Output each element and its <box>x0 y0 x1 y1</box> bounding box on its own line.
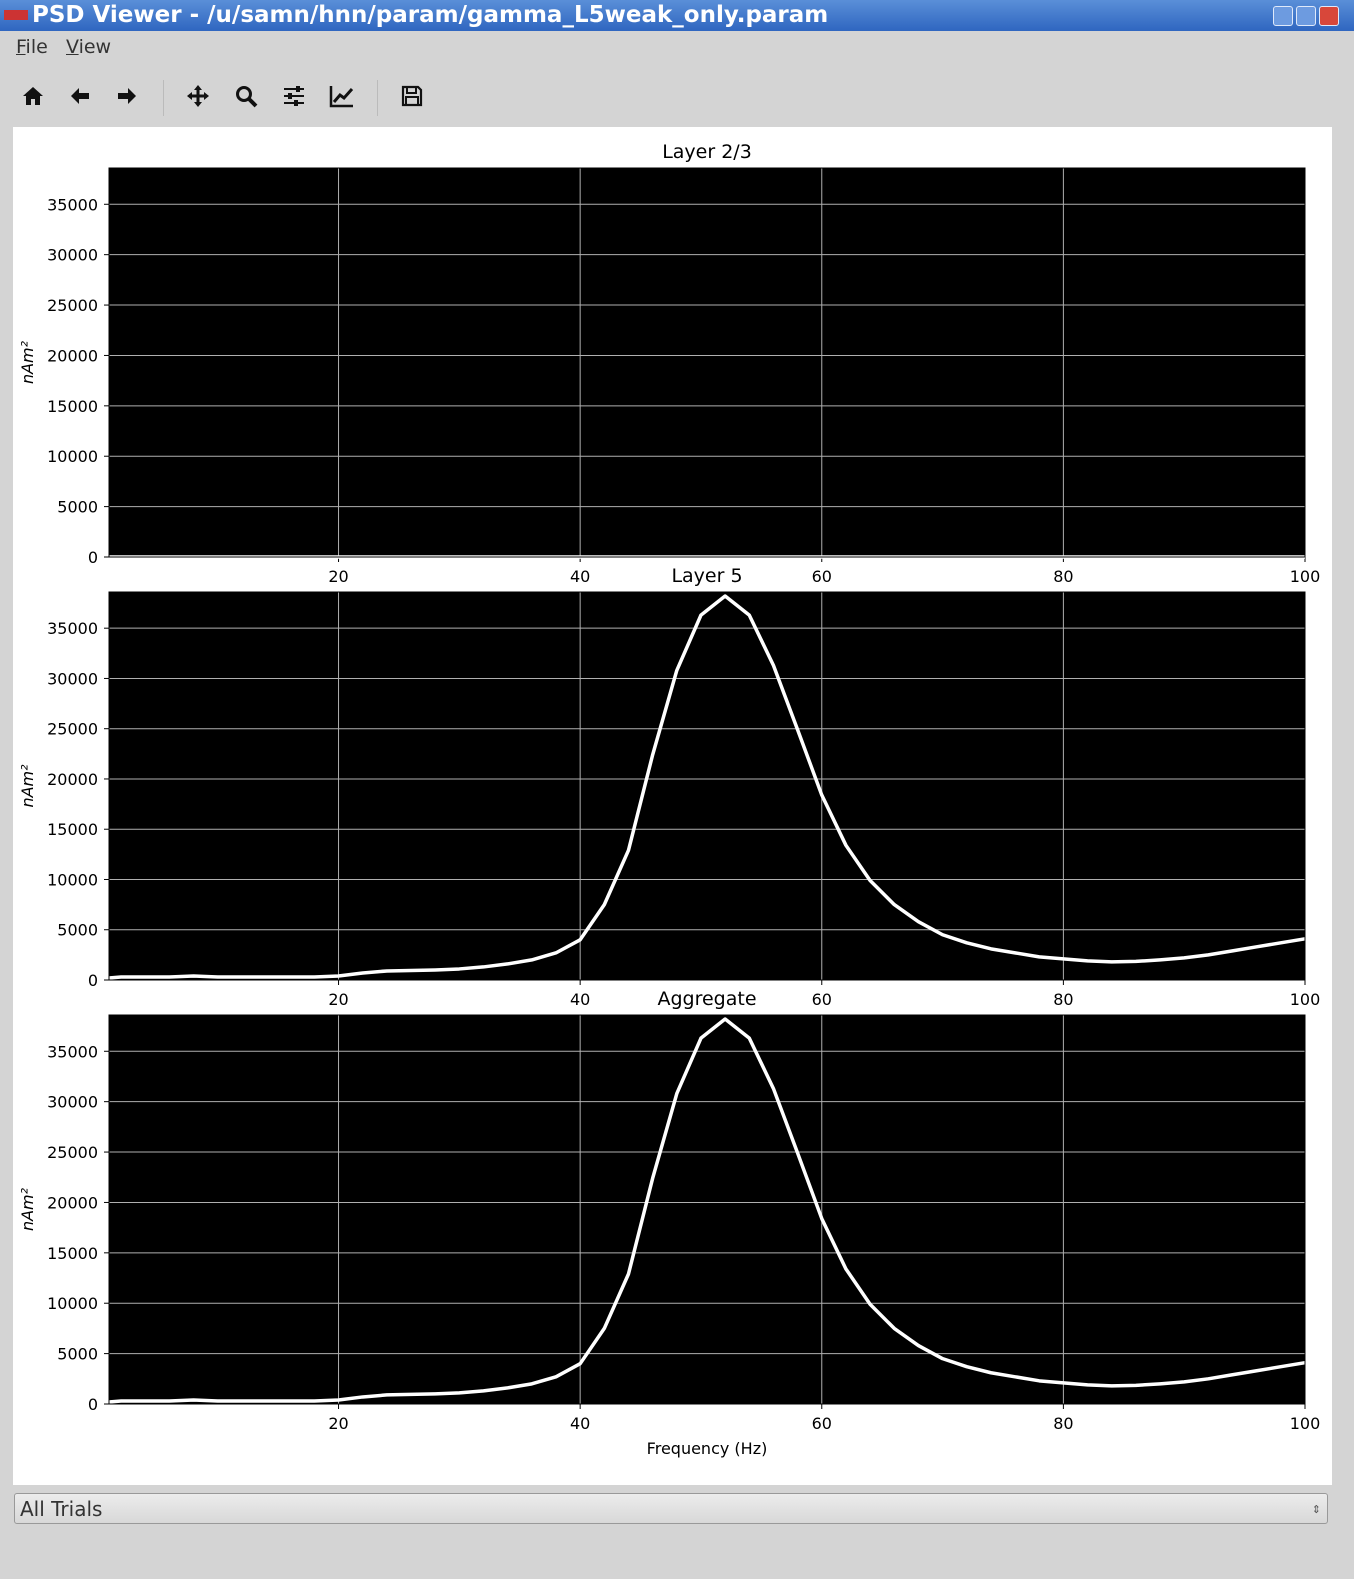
y-axis-label: nAm² <box>18 340 37 384</box>
x-tick-label: 100 <box>1290 990 1321 1009</box>
app-icon <box>4 10 28 20</box>
y-tick-label: 15000 <box>47 397 98 416</box>
plot-area <box>109 1015 1305 1404</box>
y-tick-label: 5000 <box>57 921 98 940</box>
y-tick-label: 10000 <box>47 447 98 466</box>
status-bar <box>0 1533 1354 1579</box>
back-button[interactable] <box>68 84 92 108</box>
x-tick-label: 100 <box>1290 1414 1321 1433</box>
dropdown-arrow: ⇕ <box>1311 1503 1321 1516</box>
window-title: PSD Viewer - /u/samn/hnn/param/gamma_L5w… <box>32 2 829 28</box>
y-tick-label: 0 <box>88 1395 98 1414</box>
x-tick-label: 20 <box>328 567 348 586</box>
home-button[interactable] <box>21 84 45 108</box>
x-tick-label: 80 <box>1053 1414 1073 1433</box>
x-tick-label: 40 <box>570 990 590 1009</box>
chart-title: Layer 5 <box>671 565 742 587</box>
y-tick-label: 5000 <box>57 1345 98 1364</box>
y-tick-label: 35000 <box>47 1042 98 1061</box>
save-button[interactable] <box>400 84 424 108</box>
y-tick-label: 20000 <box>47 770 98 789</box>
close-button[interactable] <box>1319 6 1339 26</box>
title-bar: PSD Viewer - /u/samn/hnn/param/gamma_L5w… <box>0 0 1354 31</box>
menu-item[interactable]: View <box>66 36 112 58</box>
minimize-button[interactable] <box>1273 6 1293 26</box>
y-tick-label: 0 <box>88 971 98 990</box>
menu-item[interactable]: File <box>16 36 48 58</box>
forward-button[interactable] <box>115 84 139 108</box>
x-tick-label: 20 <box>328 1414 348 1433</box>
plot-frame <box>108 1014 1306 1405</box>
y-tick-label: 0 <box>88 548 98 567</box>
plot-frame <box>108 591 1306 981</box>
menu-bar: File View <box>0 31 1354 63</box>
plot-area <box>109 168 1305 557</box>
y-tick-label: 35000 <box>47 195 98 214</box>
pan-button[interactable] <box>186 84 210 108</box>
x-tick-label: 40 <box>570 1414 590 1433</box>
y-tick-label: 20000 <box>47 346 98 365</box>
y-tick-label: 30000 <box>47 1093 98 1112</box>
psd-line <box>108 1017 1306 1404</box>
separator <box>163 80 164 116</box>
axes-button[interactable] <box>329 84 355 108</box>
y-tick-label: 10000 <box>47 870 98 889</box>
dropdown-text: All Trials <box>20 1497 103 1521</box>
y-tick-label: 35000 <box>47 619 98 638</box>
psd-line <box>108 594 1306 980</box>
x-axis-label: Frequency (Hz) <box>647 1439 768 1458</box>
plot-area <box>109 592 1305 980</box>
chart-title: Aggregate <box>657 988 756 1010</box>
x-tick-label: 60 <box>812 1414 832 1433</box>
x-tick-label: 60 <box>812 990 832 1009</box>
x-tick-label: 40 <box>570 567 590 586</box>
configure-button[interactable] <box>282 84 306 108</box>
y-tick-label: 10000 <box>47 1294 98 1313</box>
y-tick-label: 20000 <box>47 1193 98 1212</box>
chart-title: Layer 2/3 <box>662 141 752 163</box>
y-tick-label: 25000 <box>47 720 98 739</box>
figure: Layer 2/30500010000150002000025000300003… <box>13 127 1332 1485</box>
y-tick-label: 25000 <box>47 1143 98 1162</box>
y-tick-label: 5000 <box>57 498 98 517</box>
separator <box>377 80 378 116</box>
y-axis-label: nAm² <box>18 1187 37 1231</box>
y-tick-label: 15000 <box>47 820 98 839</box>
x-tick-label: 60 <box>812 567 832 586</box>
x-tick-label: 80 <box>1053 990 1073 1009</box>
toolbar <box>0 70 1354 124</box>
trial-dropdown[interactable]: All Trials ⇕ <box>14 1493 1328 1524</box>
maximize-button[interactable] <box>1296 6 1316 26</box>
zoom-button[interactable] <box>234 84 258 108</box>
y-tick-label: 25000 <box>47 296 98 315</box>
x-tick-label: 20 <box>328 990 348 1009</box>
y-tick-label: 15000 <box>47 1244 98 1263</box>
x-tick-label: 80 <box>1053 567 1073 586</box>
x-tick-label: 100 <box>1290 567 1321 586</box>
plot-frame <box>108 167 1306 558</box>
y-tick-label: 30000 <box>47 246 98 265</box>
y-tick-label: 30000 <box>47 669 98 688</box>
y-axis-label: nAm² <box>18 764 37 808</box>
